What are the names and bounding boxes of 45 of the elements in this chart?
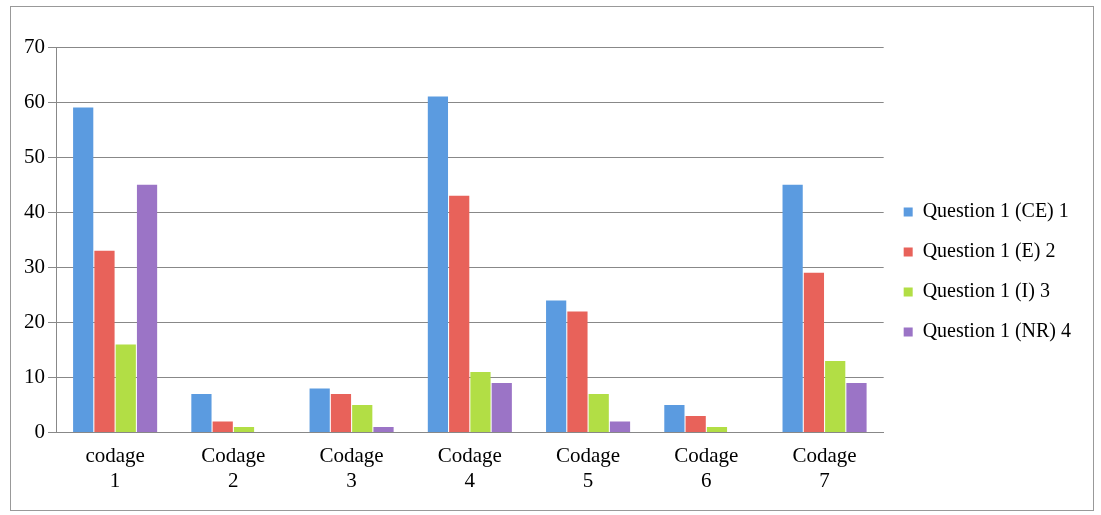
y-tick-label: 70 — [24, 33, 45, 58]
bar — [609, 421, 631, 433]
y-tick-label: 50 — [24, 143, 45, 168]
bar — [846, 383, 867, 433]
y-tick-label: 30 — [24, 253, 45, 278]
bar — [588, 394, 609, 433]
bar — [191, 394, 212, 433]
bar — [782, 184, 803, 433]
legend-label: Question 1 (CE) 1 — [922, 199, 1069, 223]
bar — [825, 360, 846, 433]
bar — [546, 300, 567, 433]
x-tick-label: Codage 5 — [556, 442, 621, 492]
x-tick-label: Codage 2 — [201, 442, 266, 492]
legend-label: Question 1 (I) 3 — [922, 279, 1050, 303]
x-tick-label: Codage 7 — [792, 442, 857, 492]
y-tick-label: 0 — [34, 419, 45, 444]
bar — [567, 311, 588, 433]
bar — [373, 427, 394, 433]
bar — [449, 195, 470, 433]
bar — [115, 344, 136, 433]
bar — [706, 427, 728, 433]
legend-label: Question 1 (NR) 4 — [922, 319, 1072, 343]
bar — [803, 272, 825, 433]
bar — [685, 416, 706, 433]
x-tick-label: Codage 3 — [319, 442, 384, 492]
y-tick-label: 60 — [24, 88, 45, 113]
bar — [233, 427, 255, 433]
bar — [212, 421, 233, 433]
x-tick-label: Codage 6 — [674, 442, 739, 492]
bar — [491, 383, 512, 433]
bar — [73, 107, 94, 433]
y-tick-label: 20 — [24, 308, 45, 333]
x-tick-label: codage 1 — [85, 442, 145, 492]
y-tick-label: 10 — [24, 364, 45, 389]
bar — [330, 394, 352, 433]
bar — [352, 405, 373, 433]
y-tick-label: 40 — [24, 198, 45, 223]
bar — [664, 405, 685, 433]
legend-label: Question 1 (E) 2 — [922, 239, 1056, 263]
bar — [136, 184, 158, 433]
bar — [470, 372, 491, 433]
bar — [309, 388, 330, 433]
bar — [94, 250, 115, 433]
x-tick-label: Codage 4 — [437, 442, 502, 492]
bar — [427, 96, 449, 433]
